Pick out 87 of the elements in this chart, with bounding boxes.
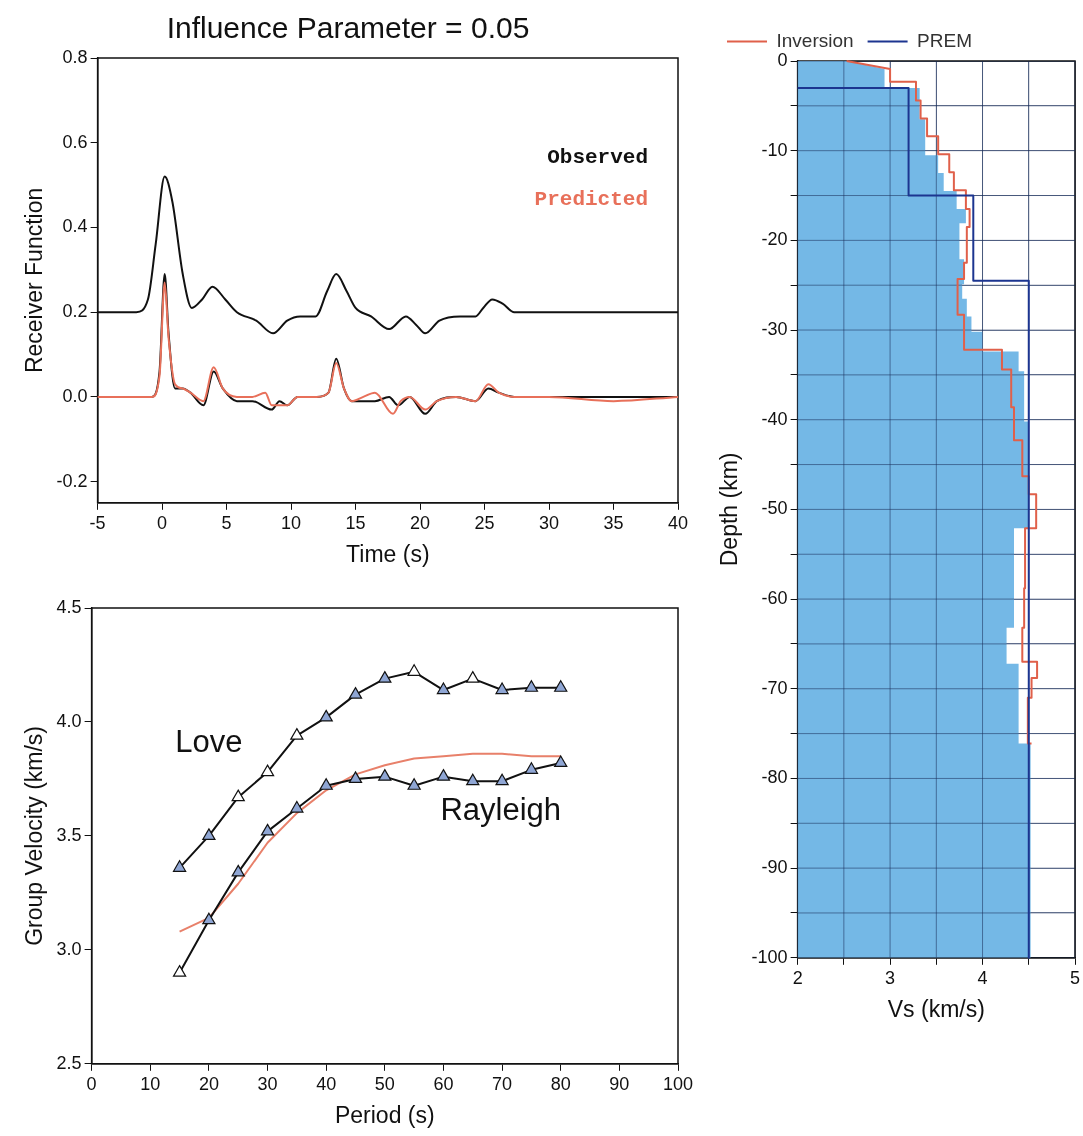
- x-tick-label: 20: [410, 512, 431, 533]
- y-tick-label: -70: [761, 677, 788, 698]
- series-label: Rayleigh: [440, 791, 562, 827]
- x-tick-label: 2: [792, 967, 803, 988]
- y-tick-label: 3.0: [56, 938, 82, 959]
- point: [378, 671, 392, 683]
- x-axis-title: Vs (km/s): [887, 995, 985, 1022]
- series-label: Love: [175, 724, 243, 760]
- y-tick-label: 3.5: [56, 824, 82, 845]
- y-tick-label: 0.4: [62, 216, 88, 237]
- y-tick-label: -0.2: [56, 470, 88, 491]
- x-tick-label: -5: [89, 512, 106, 533]
- x-tick-label: 20: [198, 1073, 219, 1094]
- y-axis-title: Depth (km): [716, 452, 743, 567]
- x-tick-label: 40: [667, 512, 689, 533]
- y-tick-label: -20: [761, 229, 788, 250]
- x-tick-label: 10: [140, 1073, 161, 1094]
- x-tick-label: 10: [281, 512, 302, 533]
- y-tick-label: 0.2: [62, 301, 88, 322]
- y-tick-label: -10: [761, 139, 788, 160]
- chart-title: Influence Parameter = 0.05: [166, 11, 530, 45]
- point: [260, 764, 275, 777]
- y-tick-label: -90: [761, 857, 788, 878]
- x-tick-label: 5: [221, 512, 232, 533]
- y-tick-label: 0.6: [62, 131, 88, 152]
- x-tick-label: 30: [539, 512, 560, 533]
- x-tick-label: 25: [474, 512, 495, 533]
- point: [466, 773, 480, 786]
- y-tick-label: -100: [751, 946, 788, 967]
- point: [319, 778, 333, 790]
- point: [378, 769, 392, 781]
- y-tick-label: -80: [761, 767, 788, 788]
- point: [231, 789, 245, 802]
- point: [348, 771, 363, 784]
- point: [554, 755, 568, 768]
- point: [524, 680, 539, 692]
- x-tick-label: 40: [316, 1073, 337, 1094]
- y-axis-title: Receiver Function: [21, 187, 48, 374]
- point: [290, 800, 304, 813]
- point: [290, 728, 304, 740]
- point: [319, 709, 333, 722]
- point: [436, 769, 451, 781]
- x-tick-label: 15: [345, 512, 366, 533]
- y-tick-label: 2.5: [56, 1052, 82, 1073]
- point: [466, 671, 480, 683]
- y-tick-label: -30: [761, 319, 788, 340]
- y-tick-label: 0: [777, 49, 788, 70]
- legend-label: Inversion: [776, 29, 854, 51]
- x-tick-label: 50: [374, 1073, 395, 1094]
- x-tick-label: 70: [492, 1073, 513, 1094]
- point: [202, 912, 216, 925]
- x-tick-label: 0: [157, 512, 168, 533]
- point: [260, 823, 275, 836]
- text: Predicted: [534, 188, 648, 212]
- y-tick-label: 0.0: [62, 385, 88, 406]
- y-tick-label: -50: [761, 498, 788, 519]
- point: [172, 965, 187, 977]
- point: [407, 664, 421, 676]
- point: [172, 860, 187, 872]
- text: Observed: [547, 146, 648, 170]
- x-tick-label: 90: [609, 1073, 630, 1094]
- x-axis-title: Period (s): [334, 1101, 435, 1128]
- x-tick-label: 4: [977, 967, 988, 988]
- x-tick-label: 3: [885, 967, 896, 988]
- legend-label: PREM: [917, 29, 972, 51]
- y-tick-label: 4.5: [56, 596, 82, 617]
- point: [524, 762, 539, 774]
- point: [348, 687, 363, 699]
- y-tick-label: 4.0: [56, 710, 82, 731]
- x-tick-label: 35: [603, 512, 624, 533]
- y-tick-label: 0.8: [62, 46, 88, 67]
- y-axis-title: Group Velocity (km/s): [21, 725, 48, 946]
- point: [495, 773, 509, 786]
- point: [407, 778, 421, 790]
- x-tick-label: 60: [433, 1073, 454, 1094]
- point: [436, 682, 451, 695]
- point: [202, 828, 216, 840]
- y-tick-label: -40: [761, 408, 788, 429]
- x-tick-label: 100: [662, 1073, 694, 1094]
- point: [554, 680, 568, 692]
- point: [231, 864, 245, 877]
- point: [495, 682, 509, 695]
- x-axis-title: Time (s): [346, 540, 430, 567]
- x-tick-label: 30: [257, 1073, 278, 1094]
- x-tick-label: 80: [550, 1073, 571, 1094]
- y-tick-label: -60: [761, 588, 788, 609]
- x-tick-label: 5: [1069, 967, 1081, 988]
